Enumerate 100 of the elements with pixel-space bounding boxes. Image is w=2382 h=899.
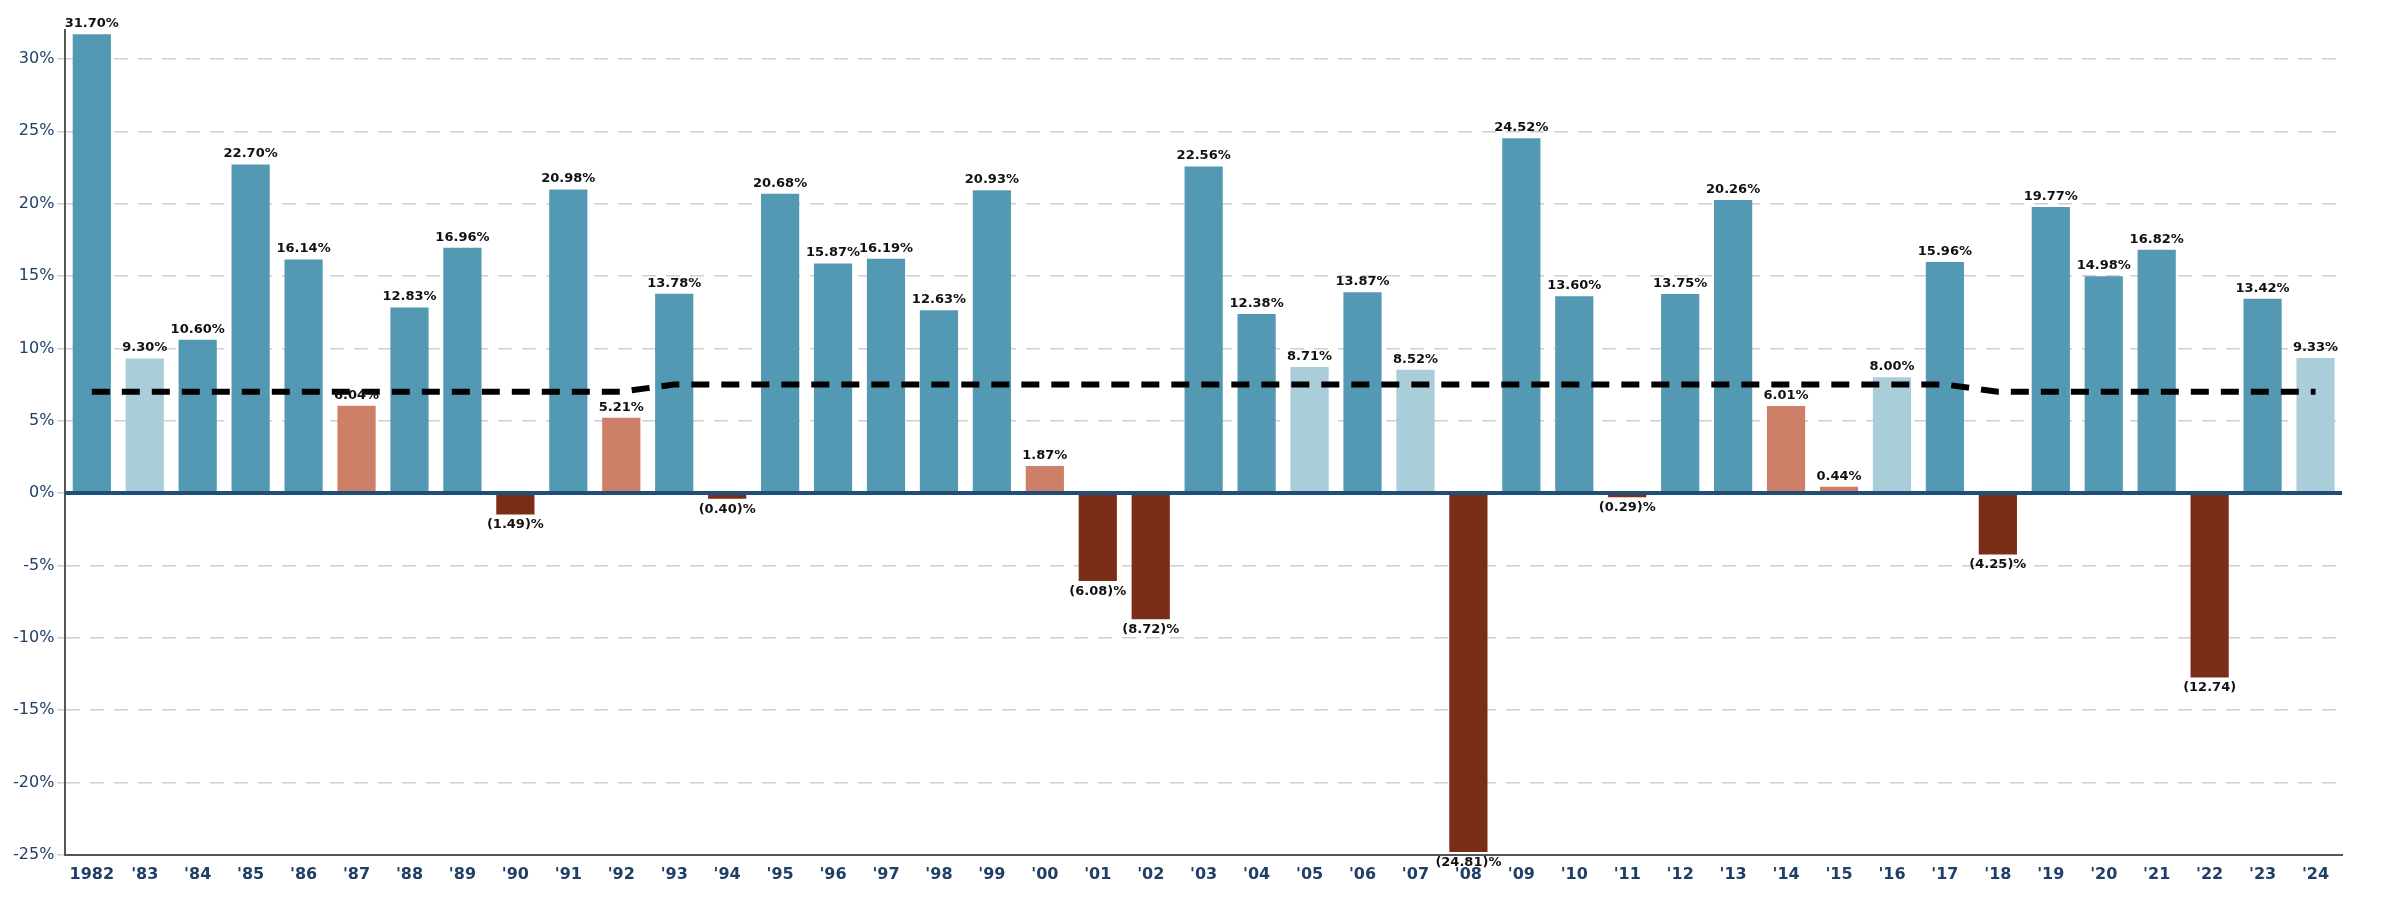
data-label: 0.44%: [1816, 467, 1862, 483]
x-tick-label: '11: [1613, 863, 1641, 883]
y-tick-label: 15%: [18, 265, 55, 285]
data-label: 8.00%: [1869, 358, 1915, 374]
bar: [813, 263, 853, 493]
bar: [549, 189, 588, 493]
x-tick-label: '98: [925, 863, 953, 883]
x-tick-label: '89: [448, 863, 477, 883]
bar: [1714, 199, 1753, 493]
x-tick-label: '94: [713, 863, 741, 883]
data-label: 15.96%: [1917, 242, 1972, 258]
x-tick-label: '18: [1984, 863, 2012, 883]
bar: [231, 164, 270, 493]
data-label: (0.29)%: [1598, 499, 1656, 515]
x-tick-label: '20: [2090, 863, 2118, 883]
data-label: 12.38%: [1229, 294, 1284, 310]
x-tick-label: '96: [819, 863, 847, 883]
y-tick-label: 20%: [18, 192, 55, 212]
bar: [72, 34, 111, 493]
x-tick-label: '95: [766, 863, 794, 883]
data-label: 16.82%: [2129, 230, 2184, 246]
x-tick-label: '05: [1295, 863, 1324, 883]
data-label: 12.83%: [382, 288, 437, 304]
bar: [1131, 493, 1170, 620]
bar: [1449, 493, 1488, 853]
data-label: 13.42%: [2235, 279, 2290, 295]
bar: [1078, 493, 1117, 582]
y-tick-label: 30%: [18, 48, 55, 68]
x-tick-label: '91: [554, 863, 582, 883]
bar: [1925, 262, 1965, 493]
x-tick-label: '13: [1719, 863, 1747, 883]
bar: [1184, 166, 1223, 493]
x-tick-label: '22: [2196, 863, 2224, 883]
data-label: 6.01%: [1763, 386, 1809, 402]
bar: [1872, 377, 1912, 493]
bar: [1555, 296, 1594, 493]
bar: [1766, 406, 1806, 493]
data-label: 5.21%: [598, 398, 644, 414]
y-tick-label: -20%: [12, 771, 55, 791]
x-tick-label: '23: [2249, 863, 2277, 883]
x-tick-label: '21: [2143, 863, 2171, 883]
x-tick-label: '16: [1878, 863, 1906, 883]
data-label: 1.87%: [1022, 446, 1068, 462]
data-label: (8.72)%: [1122, 621, 1180, 637]
bar: [1025, 465, 1064, 493]
bar: [2296, 358, 2335, 493]
x-tick-label: '14: [1772, 863, 1800, 883]
x-tick-label: '07: [1401, 863, 1430, 883]
bar: [1978, 493, 2017, 555]
data-label: 13.75%: [1653, 274, 1708, 290]
bar: [1237, 313, 1276, 493]
x-tick-label: '92: [607, 863, 635, 883]
x-tick-label: '88: [395, 863, 424, 883]
bar: [1343, 292, 1382, 493]
y-tick-label: -5%: [23, 554, 55, 574]
bar: [2084, 276, 2123, 493]
data-label: 24.52%: [1494, 119, 1549, 135]
x-tick-label: '01: [1084, 863, 1112, 883]
data-label: 13.78%: [647, 274, 702, 290]
x-tick-label: '12: [1666, 863, 1694, 883]
data-label: (12.74): [2183, 679, 2237, 695]
data-label: 20.68%: [753, 174, 808, 190]
data-label: 31.70%: [64, 15, 119, 31]
bar: [2031, 206, 2070, 493]
data-label: 22.56%: [1176, 147, 1231, 163]
bar: [761, 193, 800, 493]
bar: [2137, 249, 2176, 493]
data-label: 16.96%: [435, 228, 490, 244]
x-tick-label: '19: [2037, 863, 2065, 883]
bar: [443, 247, 482, 493]
x-tick-label: '06: [1348, 863, 1377, 883]
x-tick-label: '09: [1507, 863, 1535, 883]
data-label: (1.49)%: [486, 516, 544, 532]
bar: [2190, 493, 2229, 678]
data-label: 20.98%: [541, 170, 596, 186]
x-tick-label: '10: [1560, 863, 1588, 883]
x-tick-label: '86: [290, 863, 318, 883]
x-tick-label: '17: [1931, 863, 1959, 883]
x-tick-label: '93: [660, 863, 688, 883]
bar: [284, 259, 323, 493]
data-label: 15.87%: [805, 244, 861, 260]
x-tick-label: '24: [2301, 863, 2330, 883]
x-tick-label: '87: [342, 863, 371, 883]
bar: [1290, 367, 1329, 493]
bar: [178, 339, 217, 493]
bar: [919, 310, 959, 493]
bar: [2243, 298, 2282, 493]
bar: [866, 258, 906, 493]
data-label: 14.98%: [2076, 257, 2131, 273]
bar: [390, 307, 429, 493]
bar: [496, 493, 535, 515]
x-tick-label: '02: [1137, 863, 1165, 883]
y-tick-label: 5%: [28, 409, 55, 429]
data-label: 20.26%: [1706, 180, 1761, 196]
data-label: 10.60%: [170, 320, 225, 336]
data-label: 22.70%: [223, 145, 278, 161]
x-tick-label: 1982: [69, 863, 115, 883]
data-label: (6.08)%: [1069, 582, 1127, 598]
bar: [602, 417, 641, 493]
data-label: 9.30%: [122, 339, 168, 355]
